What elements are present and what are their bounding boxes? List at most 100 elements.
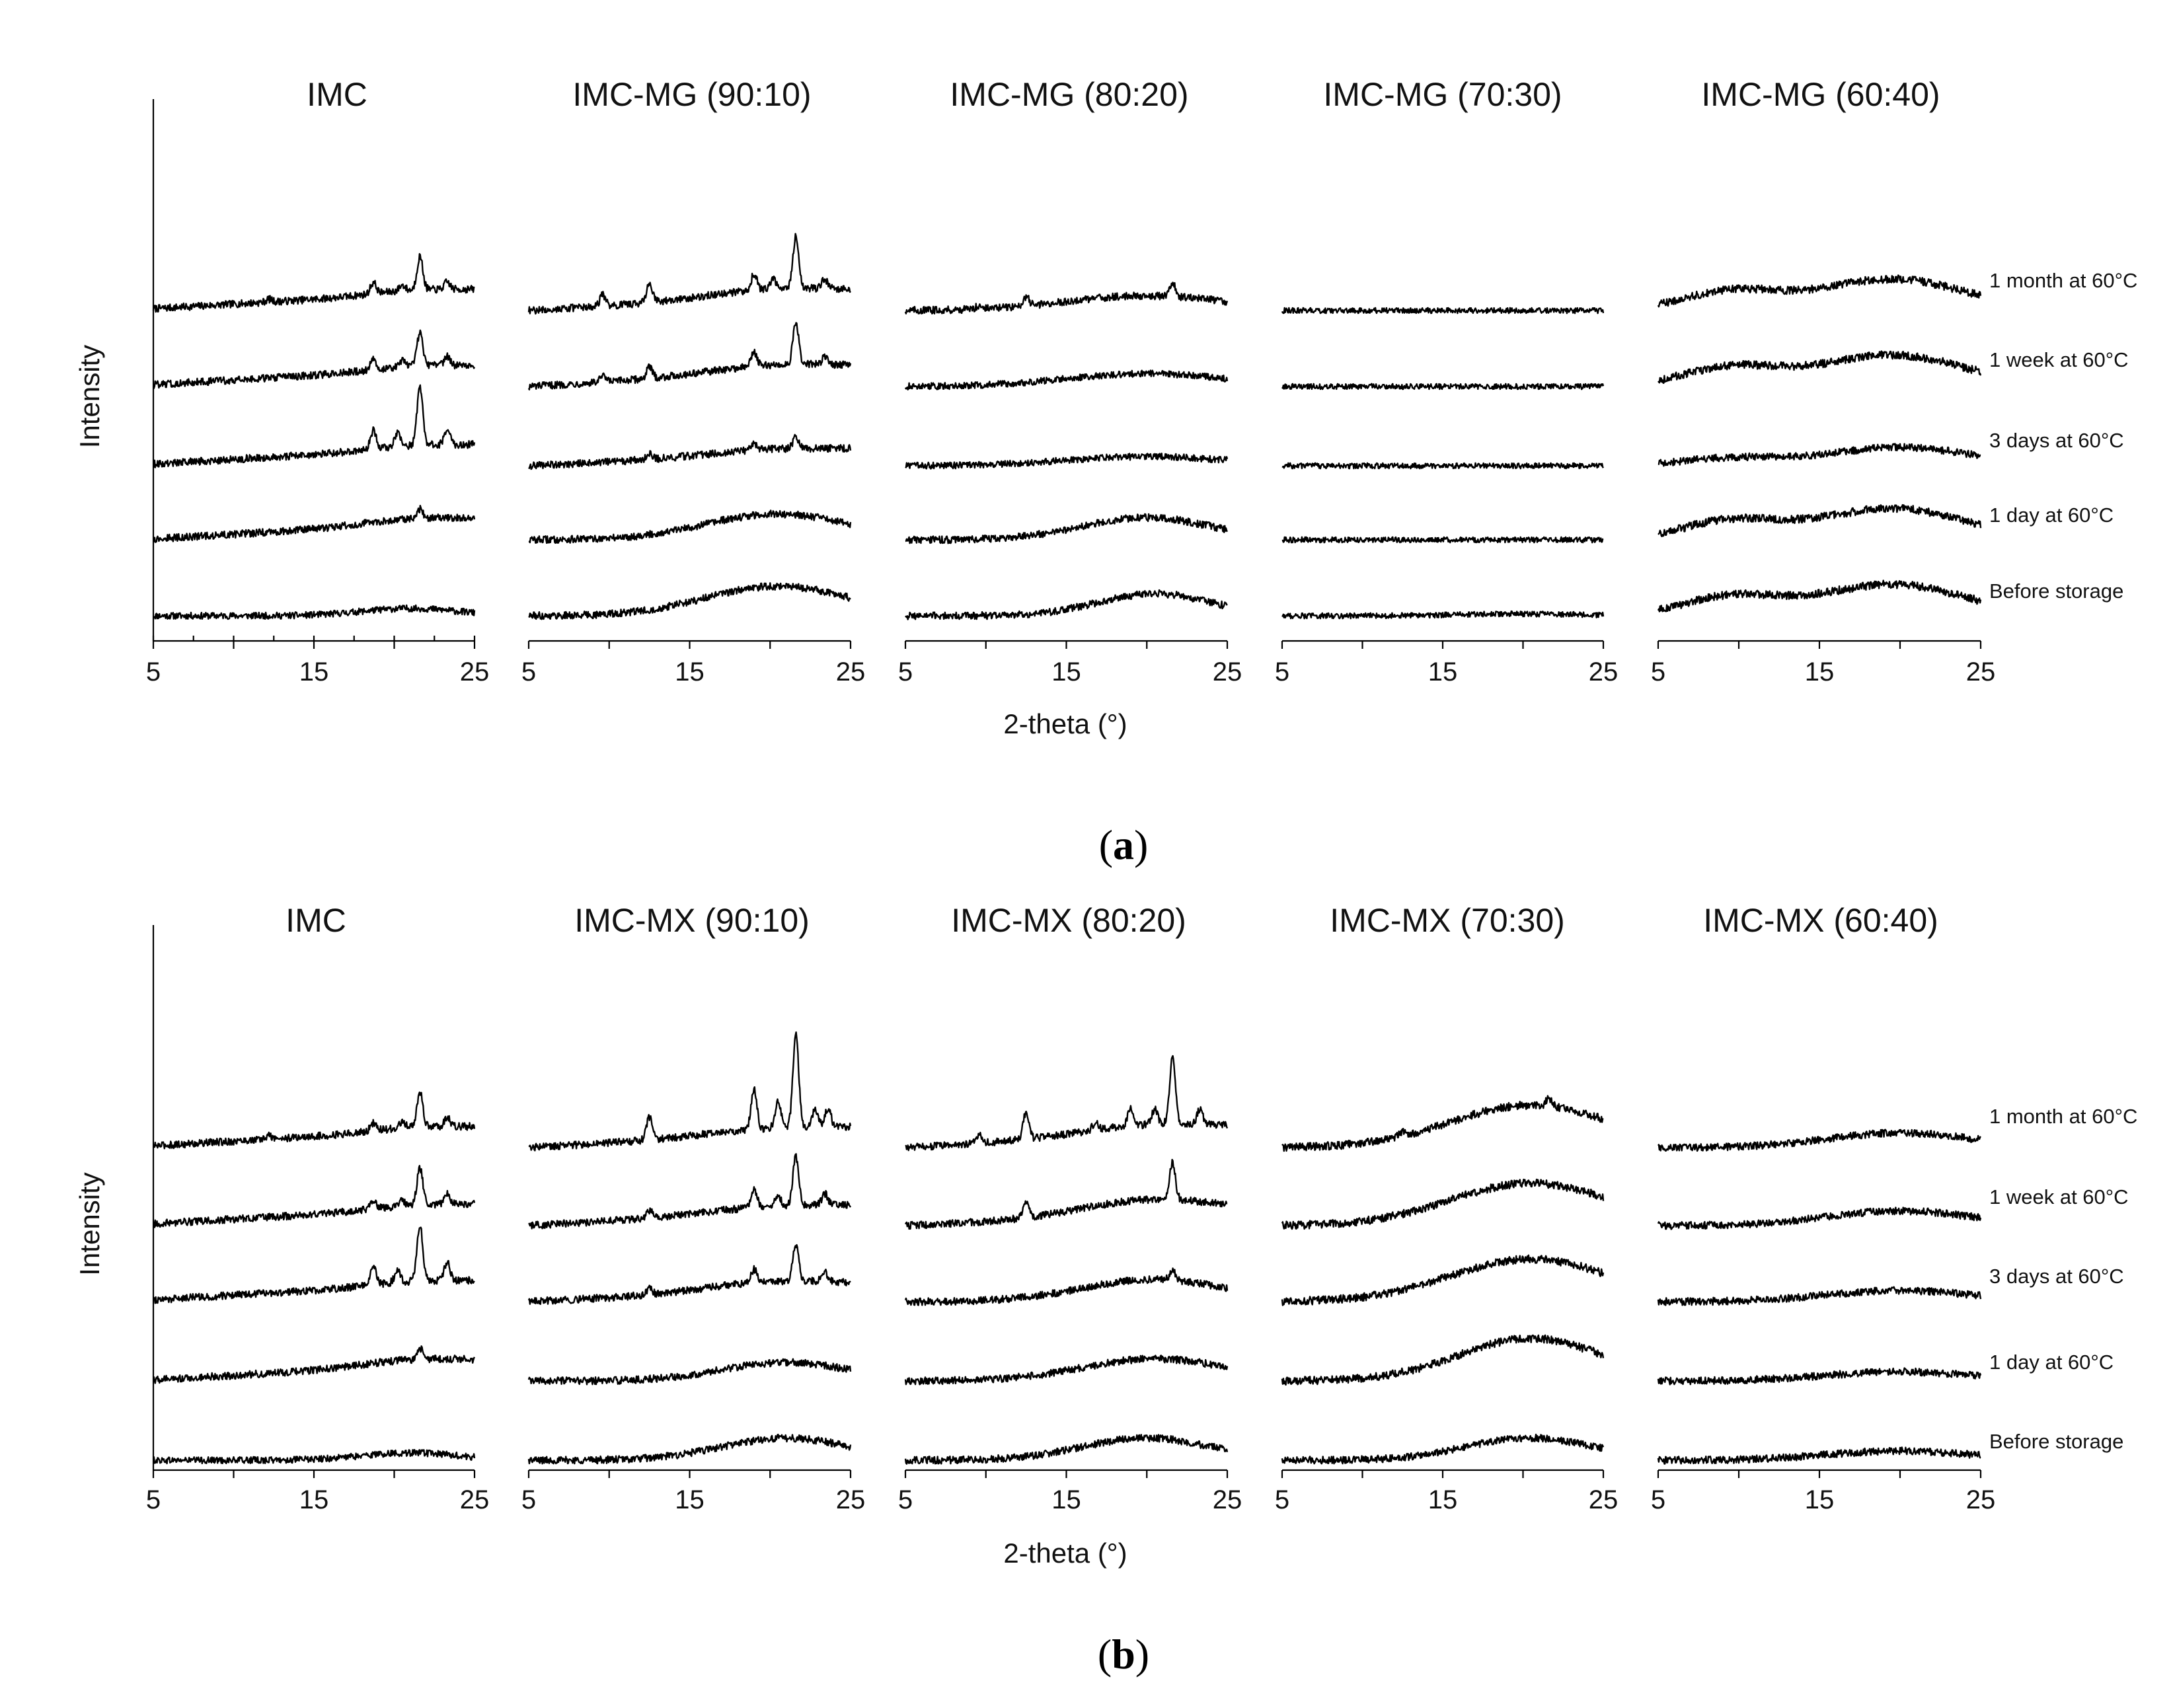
- diffraction-trace: [905, 589, 1228, 620]
- x-tick-label: 5: [521, 1485, 536, 1514]
- diffraction-trace: [1657, 1446, 1981, 1465]
- diffraction-trace: [152, 384, 476, 468]
- diffraction-trace: [153, 505, 476, 543]
- condition-label: 1 month at 60°C: [1989, 1105, 2137, 1128]
- x-tick-label: 5: [1651, 1485, 1665, 1514]
- x-tick-label: 25: [1589, 1485, 1619, 1514]
- x-tick-label: 5: [1275, 657, 1289, 687]
- x-tick-label: 15: [299, 657, 329, 687]
- condition-label: 1 day at 60°C: [1989, 1351, 2114, 1374]
- x-tick-label: 15: [299, 1485, 329, 1514]
- diffraction-trace: [1657, 1129, 1981, 1152]
- panel-title: IMC-MX (80:20): [951, 902, 1186, 939]
- y-axis-label: Intensity: [74, 345, 105, 448]
- diffraction-trace: [528, 1031, 852, 1152]
- panel-title: IMC-MG (70:30): [1323, 76, 1562, 113]
- diffraction-trace: [1658, 503, 1982, 537]
- diffraction-trace: [904, 1355, 1229, 1386]
- diffraction-trace: [1281, 610, 1605, 620]
- x-tick-label: 25: [460, 657, 490, 687]
- diffraction-trace: [527, 1433, 852, 1465]
- x-tick-label: 5: [898, 657, 913, 687]
- x-tick-label: 15: [1805, 657, 1835, 687]
- diffraction-trace: [153, 1165, 476, 1228]
- diffraction-trace: [152, 1449, 476, 1465]
- diffraction-trace: [904, 1267, 1229, 1306]
- x-tick-label: 25: [1966, 657, 1996, 687]
- diffraction-trace: [153, 1091, 476, 1150]
- diffraction-trace: [905, 513, 1229, 544]
- panel-a-4: IMC-MG (70:30) 5 15 25: [1275, 76, 1618, 687]
- condition-label: 3 days at 60°C: [1989, 1265, 2124, 1288]
- diffraction-trace: [1281, 1178, 1605, 1230]
- diffraction-trace: [905, 1055, 1229, 1152]
- diffraction-trace: [1281, 1334, 1605, 1386]
- diffraction-trace: [1657, 1367, 1982, 1386]
- x-tick-label: 25: [460, 1485, 490, 1514]
- x-tick-label: 25: [1213, 657, 1242, 687]
- diffraction-trace: [152, 253, 475, 313]
- x-tick-label: 15: [1051, 1485, 1081, 1514]
- x-tick-label: 15: [675, 657, 705, 687]
- diffraction-trace: [1281, 536, 1604, 544]
- x-tick-label: 5: [898, 1485, 913, 1514]
- diffraction-trace: [1658, 443, 1981, 467]
- condition-label: 1 week at 60°C: [1989, 348, 2129, 371]
- x-tick-label: 15: [1428, 1485, 1458, 1514]
- x-tick-label: 5: [1651, 657, 1665, 687]
- x-tick-label: 25: [1589, 657, 1619, 687]
- caption-open: (: [1098, 1631, 1112, 1678]
- diffraction-trace: [1657, 579, 1982, 613]
- diffraction-trace: [152, 1226, 475, 1304]
- caption-close: ): [1135, 1631, 1149, 1678]
- panel-title: IMC-MG (60:40): [1701, 76, 1940, 113]
- diffraction-trace: [528, 582, 851, 620]
- x-tick-label: 5: [146, 657, 161, 687]
- x-tick-label: 15: [1805, 1485, 1835, 1514]
- x-tick-label: 25: [836, 1485, 866, 1514]
- panel-title: IMC-MX (70:30): [1330, 902, 1565, 939]
- caption-letter: b: [1112, 1631, 1135, 1678]
- condition-label: Before storage: [1989, 1430, 2123, 1453]
- figure-caption: (a): [1099, 821, 1149, 868]
- condition-label: Before storage: [1989, 579, 2123, 603]
- diffraction-trace: [1657, 1207, 1982, 1230]
- panel-title: IMC-MG (90:10): [572, 76, 811, 113]
- caption-letter: a: [1113, 821, 1134, 868]
- diffraction-trace: [1657, 1286, 1982, 1306]
- panel-a-3: IMC-MG (80:20) 5 15 25: [898, 76, 1242, 687]
- diffraction-trace: [527, 322, 852, 390]
- condition-label: 1 day at 60°C: [1989, 503, 2114, 527]
- panel-a-1: IMC 5 15 25: [146, 76, 489, 687]
- x-axis-label: 2-theta (°): [1003, 708, 1127, 739]
- condition-label: 1 month at 60°C: [1989, 269, 2137, 292]
- diffraction-trace: [904, 1158, 1228, 1230]
- x-tick-label: 25: [1213, 1485, 1242, 1514]
- diffraction-trace: [1281, 383, 1605, 390]
- panel-b-4: IMC-MX (70:30) 5 15 25: [1275, 902, 1618, 1514]
- condition-label: 1 week at 60°C: [1989, 1185, 2129, 1208]
- diffraction-trace: [1281, 1433, 1605, 1465]
- diffraction-trace: [1281, 462, 1605, 470]
- panel-b-3: IMC-MX (80:20) 5 15 25: [898, 902, 1242, 1514]
- panel-b-5: IMC-MX (60:40) 5 15 25: [1651, 902, 1995, 1514]
- x-tick-label: 25: [836, 657, 866, 687]
- diffraction-trace: [904, 281, 1229, 315]
- x-tick-label: 15: [1428, 657, 1458, 687]
- diffraction-trace: [528, 509, 852, 544]
- diffraction-trace: [152, 329, 476, 389]
- y-axis-label: Intensity: [74, 1172, 105, 1275]
- panel-title: IMC: [307, 76, 367, 113]
- diffraction-trace: [153, 604, 476, 620]
- diffraction-trace: [527, 233, 851, 315]
- x-tick-label: 15: [675, 1485, 705, 1514]
- diffraction-trace: [905, 453, 1229, 470]
- diffraction-trace: [528, 1153, 852, 1230]
- diffraction-trace: [904, 369, 1229, 390]
- diffraction-trace: [1658, 350, 1982, 384]
- condition-label: 3 days at 60°C: [1989, 429, 2124, 452]
- panel-title: IMC: [286, 902, 346, 939]
- diffraction-trace: [904, 1434, 1229, 1465]
- diffraction-trace: [1281, 1095, 1604, 1152]
